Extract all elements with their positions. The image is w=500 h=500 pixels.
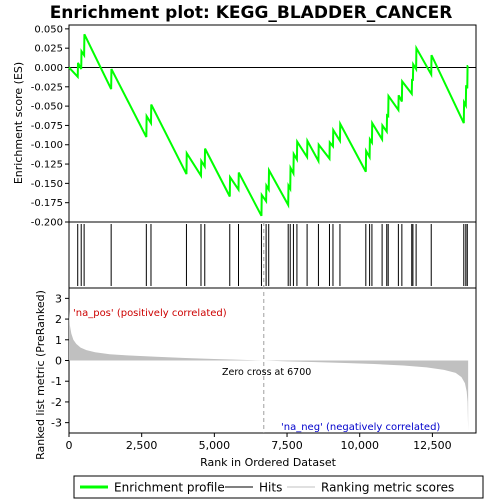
enrichment-y-tick-label: -0.075 [31, 121, 63, 132]
ranked-metric-y-axis: 3 2 1 0 -1 -2 -3 [51, 292, 69, 429]
ranked-metric-y-tick-label: 1 [55, 334, 62, 347]
enrichment-y-tick-label: -0.100 [31, 140, 63, 151]
enrichment-y-axis: 0.050 0.025 0.000 -0.025 -0.050 -0.075 -0.100 -… [31, 24, 69, 228]
ranked-metric-y-tick-label: 3 [55, 292, 62, 305]
enrichment-y-tick-label: -0.050 [31, 102, 63, 113]
x-axis: 0 2,500 5,000 7,500 10,000 12,500 [66, 433, 452, 452]
enrichment-y-label: Enrichment score (ES) [12, 62, 25, 184]
negative-correlation-label: 'na_neg' (negatively correlated) [281, 422, 440, 433]
legend-label: Ranking metric scores [321, 481, 454, 495]
enrichment-y-tick-label: 0.000 [34, 63, 63, 74]
x-tick-label: 2,500 [126, 439, 158, 452]
hits-panel [69, 222, 476, 288]
x-tick-label: 12,500 [413, 439, 452, 452]
ranked-metric-y-tick-label: -2 [51, 396, 62, 409]
positive-correlation-label: 'na_pos' (positively correlated) [73, 308, 227, 319]
ranked-metric-y-tick-label: -3 [51, 417, 62, 430]
ranked-metric-y-tick-label: 0 [55, 355, 62, 368]
zero-cross-label: Zero cross at 6700 [222, 367, 311, 378]
legend-label: Enrichment profile [114, 481, 225, 495]
enrichment-panel: 0.050 0.025 0.000 -0.025 -0.050 -0.075 -0.100 -… [31, 24, 476, 228]
x-tick-label: 5,000 [199, 439, 231, 452]
ranked-metric-y-tick-label: -1 [51, 375, 62, 388]
x-axis-label: Rank in Ordered Dataset [200, 456, 337, 469]
enrichment-y-tick-label: -0.175 [31, 198, 63, 209]
x-tick-label: 10,000 [340, 439, 379, 452]
legend-entries: Enrichment profile Hits Ranking metric sco… [80, 481, 454, 495]
enrichment-y-tick-label: -0.200 [31, 218, 63, 229]
legend: Enrichment profile Hits Ranking metric sco… [74, 476, 483, 498]
x-tick-label: 0 [66, 439, 73, 452]
chart-title: Enrichment plot: KEGG_BLADDER_CANCER [50, 3, 453, 23]
x-tick-label: 7,500 [271, 439, 303, 452]
ranked-metric-y-tick-label: 2 [55, 313, 62, 326]
ranked-metric-y-label: Ranked list metric (PreRanked) [34, 290, 47, 460]
enrichment-y-tick-label: 0.025 [34, 44, 63, 55]
enrichment-y-tick-label: -0.150 [31, 179, 63, 190]
enrichment-y-tick-label: -0.025 [31, 82, 63, 93]
enrichment-y-tick-label: 0.050 [34, 24, 63, 35]
legend-label: Hits [259, 481, 282, 495]
hits-frame [69, 222, 476, 288]
enrichment-y-tick-label: -0.125 [31, 160, 63, 171]
enrichment-plot-frame [69, 25, 476, 222]
